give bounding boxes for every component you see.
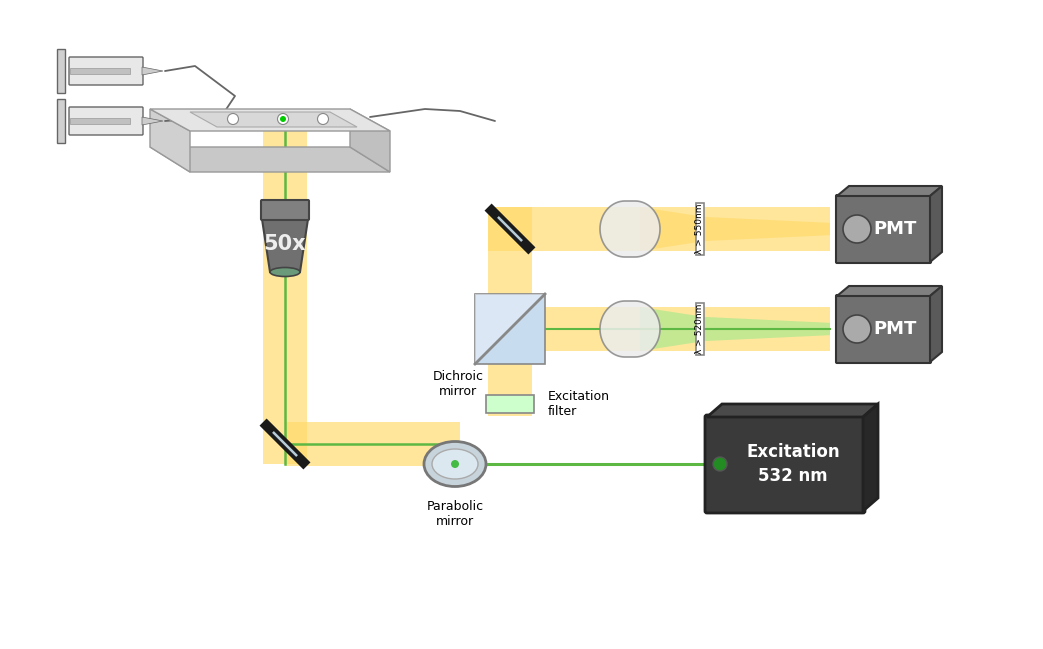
Circle shape	[451, 460, 459, 468]
Text: Dichroic
mirror: Dichroic mirror	[433, 370, 484, 398]
Polygon shape	[836, 186, 942, 196]
Text: 50x: 50x	[264, 234, 307, 254]
Polygon shape	[863, 404, 878, 511]
Polygon shape	[142, 117, 163, 125]
Polygon shape	[600, 301, 660, 357]
Circle shape	[843, 215, 871, 243]
Text: λ > 520nm: λ > 520nm	[696, 304, 704, 354]
Circle shape	[280, 116, 286, 122]
Polygon shape	[600, 201, 660, 257]
Bar	[57, 99, 65, 143]
Circle shape	[317, 114, 329, 125]
Polygon shape	[263, 129, 307, 464]
Polygon shape	[498, 216, 523, 242]
Bar	[696, 303, 704, 355]
Polygon shape	[285, 422, 460, 466]
Ellipse shape	[270, 267, 300, 276]
Polygon shape	[930, 286, 942, 362]
Polygon shape	[545, 307, 830, 351]
Bar	[70, 68, 130, 74]
FancyBboxPatch shape	[705, 415, 865, 513]
Text: λ > 550nm: λ > 550nm	[696, 204, 704, 254]
Polygon shape	[260, 419, 311, 469]
Circle shape	[843, 315, 871, 343]
Text: PMT: PMT	[873, 220, 917, 238]
Bar	[696, 203, 704, 255]
Polygon shape	[836, 286, 942, 296]
Polygon shape	[150, 147, 390, 172]
Polygon shape	[488, 207, 532, 416]
Bar	[486, 395, 534, 413]
Circle shape	[713, 457, 727, 471]
Polygon shape	[350, 109, 390, 172]
Polygon shape	[262, 219, 308, 272]
Circle shape	[277, 114, 289, 125]
Text: PMT: PMT	[873, 320, 917, 338]
Polygon shape	[640, 307, 830, 351]
Polygon shape	[142, 67, 163, 75]
Polygon shape	[150, 109, 190, 172]
FancyBboxPatch shape	[261, 200, 309, 220]
Polygon shape	[930, 186, 942, 262]
Text: Excitation
filter: Excitation filter	[548, 390, 610, 418]
Polygon shape	[707, 404, 878, 417]
Polygon shape	[190, 112, 357, 127]
Polygon shape	[485, 204, 535, 254]
FancyBboxPatch shape	[69, 57, 143, 85]
Polygon shape	[272, 431, 298, 457]
FancyBboxPatch shape	[836, 195, 931, 263]
Text: Parabolic
mirror: Parabolic mirror	[427, 500, 484, 528]
FancyBboxPatch shape	[69, 107, 143, 135]
Text: Excitation
532 nm: Excitation 532 nm	[746, 443, 840, 485]
Ellipse shape	[432, 449, 478, 479]
Polygon shape	[640, 207, 830, 251]
Ellipse shape	[425, 441, 486, 487]
FancyBboxPatch shape	[836, 295, 931, 363]
Polygon shape	[488, 207, 830, 251]
Bar	[475, 294, 545, 364]
Polygon shape	[150, 109, 390, 131]
Bar	[57, 49, 65, 93]
Circle shape	[227, 114, 239, 125]
Bar	[70, 118, 130, 124]
Polygon shape	[475, 294, 545, 364]
